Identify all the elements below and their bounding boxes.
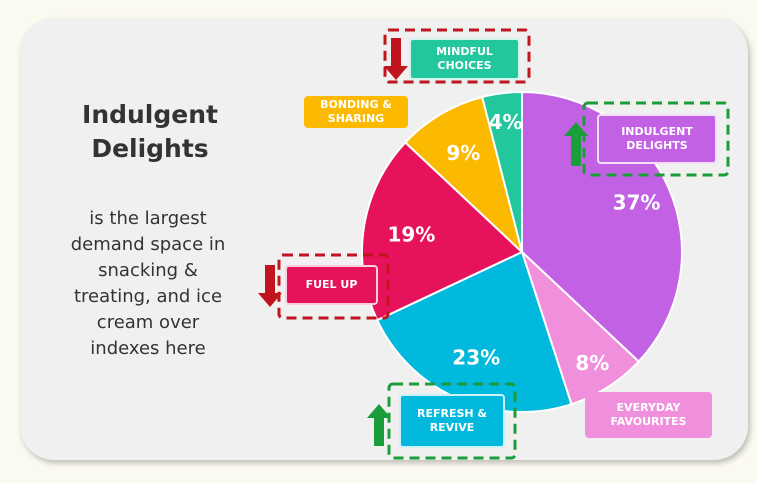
pie-slice [403,95,524,256]
trend-frame [387,382,517,460]
category-label: EVERYDAY FAVOURITES [585,392,712,438]
trend-frame [277,253,390,320]
category-label: MINDFUL CHOICES [409,38,520,80]
value-label: 8% [575,351,609,375]
trend-arrow [367,404,391,446]
value-label: 19% [387,222,435,246]
category-label: INDULGENT DELIGHTS [597,114,717,164]
value-label: 23% [452,346,500,370]
subtitle: is the largest demand space in snacking … [70,208,226,359]
trend-arrow [258,265,282,307]
category-label: REFRESH & REVIVE [399,394,505,448]
value-label: 4% [489,110,523,134]
title: Indulgent Delights [82,100,218,163]
pie-slice [480,90,523,253]
trend-arrow [564,122,588,166]
trend-frame [383,28,531,84]
value-label: 9% [446,141,480,165]
category-label: BONDING & SHARING [304,96,408,128]
value-label: 37% [613,190,661,214]
trend-frame [582,101,730,177]
category-label: FUEL UP [285,265,378,305]
trend-arrow [384,38,408,80]
